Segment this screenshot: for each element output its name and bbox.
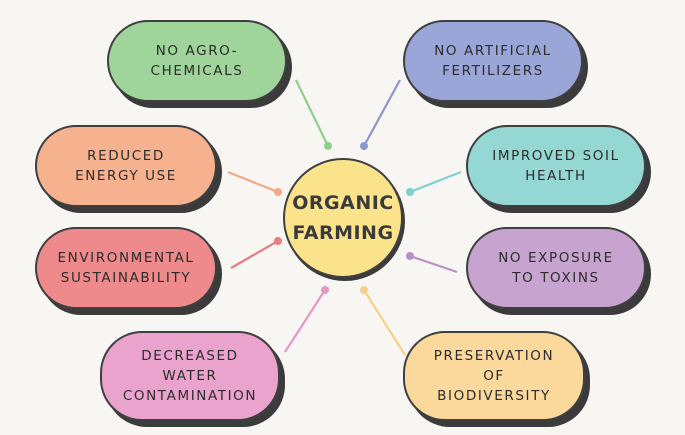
node-no-exposure-to-toxins: NO EXPOSURE TO TOXINS (466, 227, 646, 309)
connector-dot (360, 286, 368, 294)
center-node-organic-farming: ORGANIC FARMING (283, 158, 403, 278)
connector-line (363, 289, 406, 356)
node-reduced-energy-use: REDUCED ENERGY USE (35, 125, 217, 207)
connector-line (295, 79, 329, 147)
node-environmental-sustainability: ENVIRONMENTAL SUSTAINABILITY (35, 227, 217, 309)
connector-dot (360, 142, 368, 150)
center-node-label: ORGANIC FARMING (292, 192, 394, 244)
connector-dot (324, 142, 332, 150)
connector-line (284, 289, 326, 353)
connector-dot (274, 237, 282, 245)
node-no-artificial-fertilizers: NO ARTIFICIAL FERTILIZERS (403, 20, 583, 102)
node-label: PRESERVATION OF BIODIVERSITY (433, 348, 555, 404)
connector-line (227, 170, 279, 194)
connector-line (409, 254, 458, 274)
connector-line (230, 240, 279, 269)
connector-line (409, 170, 462, 194)
node-preservation-of-biodiversity: PRESERVATION OF BIODIVERSITY (403, 331, 585, 421)
node-label: REDUCED ENERGY USE (75, 148, 177, 184)
node-label: DECREASED WATER CONTAMINATION (122, 348, 258, 404)
node-improved-soil-health: IMPROVED SOIL HEALTH (466, 125, 646, 207)
node-label: IMPROVED SOIL HEALTH (492, 148, 620, 184)
connector-dot (274, 188, 282, 196)
node-label: NO ARTIFICIAL FERTILIZERS (434, 43, 552, 79)
node-label: NO AGRO- CHEMICALS (150, 43, 244, 79)
connector-dot (406, 188, 414, 196)
connector-line (363, 79, 401, 147)
node-label: ENVIRONMENTAL SUSTAINABILITY (57, 250, 195, 286)
node-no-agro-chemicals: NO AGRO- CHEMICALS (107, 20, 287, 102)
connector-dot (406, 252, 414, 260)
connector-dot (321, 286, 329, 294)
node-decreased-water-contamination: DECREASED WATER CONTAMINATION (100, 331, 280, 421)
node-label: NO EXPOSURE TO TOXINS (498, 250, 614, 286)
